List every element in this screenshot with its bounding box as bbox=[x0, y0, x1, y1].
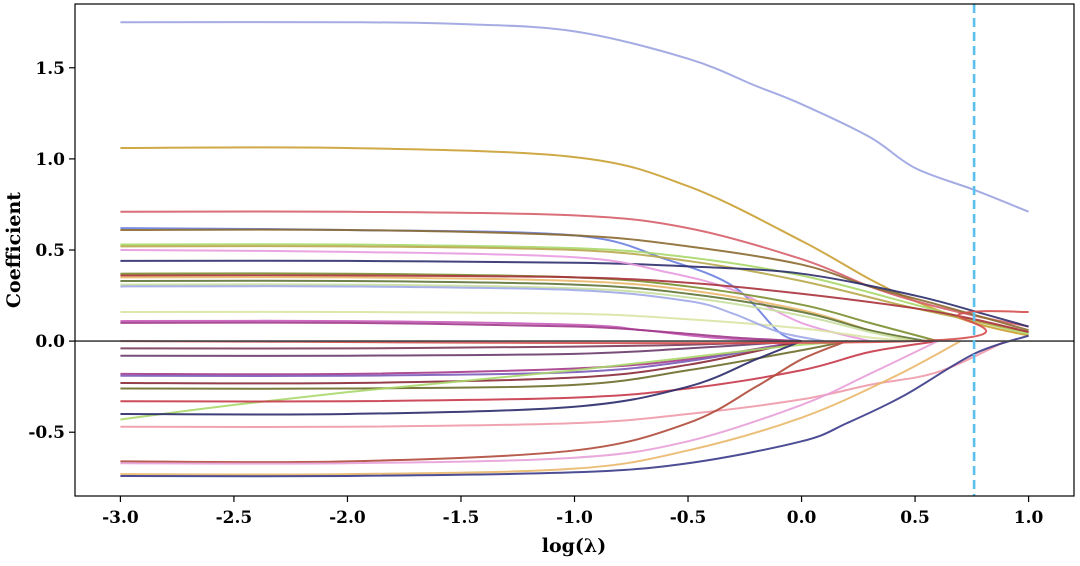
series-line-13 bbox=[120, 279, 927, 343]
series-line-17 bbox=[120, 319, 779, 343]
series-line-1 bbox=[120, 21, 1029, 213]
x-tick-label: -3.0 bbox=[102, 508, 139, 528]
series-line-19 bbox=[120, 340, 802, 350]
y-axis-ticks: -0.5 0.0 0.5 1.0 1.5 bbox=[28, 59, 75, 443]
x-tick-label: 1.0 bbox=[1014, 508, 1044, 528]
y-tick-label: 0.5 bbox=[35, 241, 65, 261]
y-tick-label: 0.0 bbox=[35, 332, 65, 352]
series-line-27 bbox=[120, 340, 802, 416]
series-line-24 bbox=[120, 340, 848, 390]
series-line-14 bbox=[120, 283, 916, 343]
series-line-30 bbox=[120, 340, 939, 465]
series-line-21 bbox=[120, 340, 802, 376]
series-line-26 bbox=[120, 340, 938, 403]
series-line-20 bbox=[120, 340, 802, 357]
x-tick-label: -2.0 bbox=[329, 508, 366, 528]
y-tick-label: 1.0 bbox=[35, 150, 65, 170]
x-tick-label: 0.5 bbox=[900, 508, 930, 528]
series-line-25 bbox=[120, 340, 870, 421]
series-line-23 bbox=[120, 340, 802, 385]
reference-lines bbox=[75, 4, 1074, 496]
series-line-15 bbox=[120, 310, 916, 343]
x-tick-label: -0.5 bbox=[670, 508, 707, 528]
x-tick-label: -2.5 bbox=[216, 508, 253, 528]
series-lines bbox=[120, 21, 1029, 478]
series-line-32 bbox=[120, 334, 1029, 478]
series-line-18 bbox=[120, 321, 802, 343]
x-tick-label: -1.0 bbox=[556, 508, 593, 528]
series-line-5 bbox=[120, 228, 1029, 332]
series-line-29 bbox=[120, 340, 848, 464]
series-line-31 bbox=[120, 340, 961, 476]
x-tick-label: 0.0 bbox=[787, 508, 817, 528]
series-line-22 bbox=[120, 340, 802, 378]
series-line-3 bbox=[120, 210, 1029, 328]
y-tick-label: -0.5 bbox=[28, 423, 65, 443]
series-line-28 bbox=[120, 340, 1007, 429]
x-tick-label: -1.5 bbox=[443, 508, 480, 528]
series-line-16 bbox=[120, 285, 825, 343]
series-line-8 bbox=[120, 259, 1029, 328]
y-tick-label: 1.5 bbox=[35, 59, 65, 79]
series-line-2 bbox=[120, 146, 1029, 337]
x-axis-ticks: -3.0 -2.5 -2.0 -1.5 -1.0 -0.5 0.0 0.5 1.0 bbox=[102, 496, 1044, 528]
series-line-9 bbox=[120, 249, 870, 343]
series-line-11 bbox=[120, 274, 1029, 333]
series-line-10 bbox=[120, 272, 939, 343]
y-axis-title: Coefficient bbox=[3, 192, 25, 308]
x-axis-title: log(λ) bbox=[542, 535, 606, 557]
